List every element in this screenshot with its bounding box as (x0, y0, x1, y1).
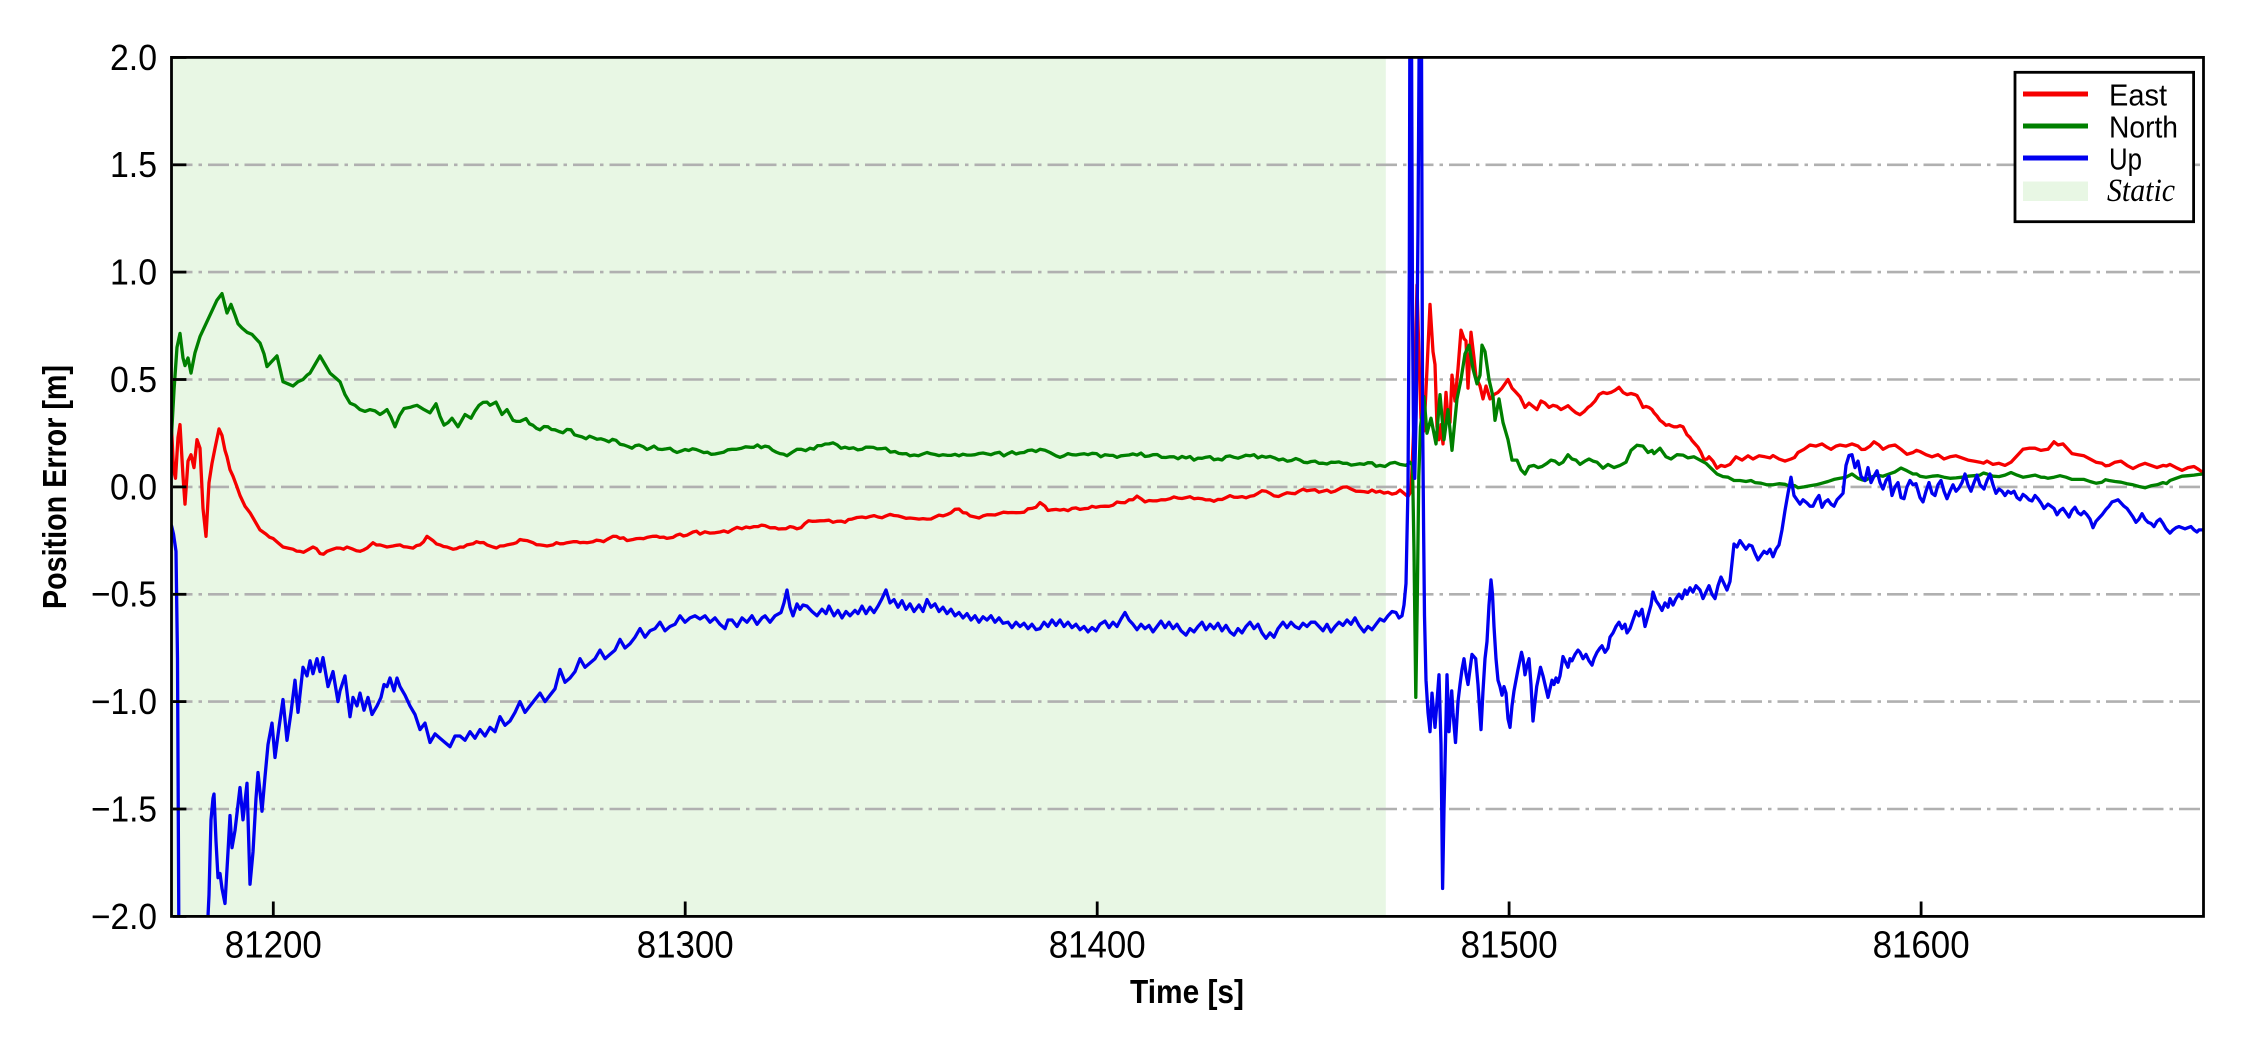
svg-text:−2.0: −2.0 (91, 896, 157, 937)
svg-text:−1.5: −1.5 (91, 788, 157, 829)
svg-text:Static: Static (2107, 173, 2176, 209)
svg-text:0.0: 0.0 (110, 466, 157, 507)
svg-text:−0.5: −0.5 (91, 574, 157, 615)
svg-text:−1.0: −1.0 (91, 681, 157, 722)
svg-text:Up: Up (2109, 141, 2142, 176)
svg-text:1.5: 1.5 (110, 144, 157, 185)
svg-text:81600: 81600 (1873, 925, 1970, 967)
svg-text:81400: 81400 (1049, 925, 1146, 967)
svg-text:0.5: 0.5 (110, 359, 157, 400)
svg-text:81500: 81500 (1461, 925, 1558, 967)
svg-text:North: North (2109, 109, 2178, 144)
svg-text:81300: 81300 (637, 925, 734, 967)
svg-text:Position Error [m]: Position Error [m] (37, 365, 74, 609)
svg-text:East: East (2109, 77, 2167, 112)
svg-text:2.0: 2.0 (110, 37, 157, 78)
svg-text:1.0: 1.0 (110, 252, 157, 293)
svg-text:81200: 81200 (225, 925, 322, 967)
svg-text:Time [s]: Time [s] (1130, 974, 1244, 1011)
